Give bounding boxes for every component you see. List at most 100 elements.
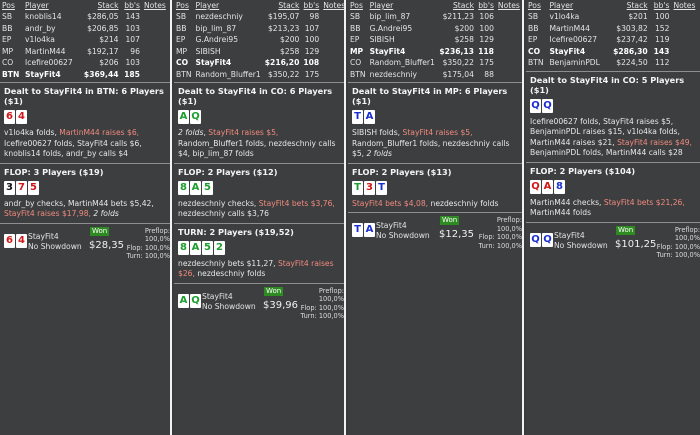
won-badge: Won bbox=[90, 226, 110, 236]
street-section: FLOP: 3 Players ($19) 3 7 5 andr_by checks, … bbox=[0, 164, 170, 224]
header-bbs[interactable]: bb's bbox=[303, 1, 320, 10]
player-position: BTN bbox=[528, 58, 544, 67]
player-row[interactable]: EP SIBISH $258 129 bbox=[348, 34, 522, 46]
player-notes bbox=[496, 23, 522, 35]
player-row[interactable]: SB v1lo4ka $201 100 bbox=[526, 11, 700, 23]
playing-card-8-of-spade: 8 bbox=[178, 240, 189, 255]
player-notes bbox=[321, 46, 347, 58]
header-pos[interactable]: Pos bbox=[350, 1, 363, 10]
player-row[interactable]: SB knoblis14 $286,05 143 bbox=[0, 11, 170, 23]
player-name: SIBISH bbox=[369, 35, 395, 44]
header-stack[interactable]: Stack bbox=[626, 1, 648, 10]
player-notes bbox=[496, 34, 522, 46]
player-notes bbox=[142, 57, 170, 69]
street-equity: Preflop: 100,0% Flop: 100,0% Turn: 100,0% bbox=[650, 226, 700, 260]
player-name: BenjaminPDL bbox=[549, 58, 600, 67]
player-notes bbox=[142, 34, 170, 46]
header-player[interactable]: Player bbox=[369, 1, 394, 10]
player-row[interactable]: BTN StayFit4 $369,44 185 bbox=[0, 69, 170, 81]
header-bbs[interactable]: bb's bbox=[653, 1, 670, 10]
header-bbs[interactable]: bb's bbox=[478, 1, 494, 10]
street-actions: Icefire00627 folds, StayFit4 raises $5, … bbox=[530, 117, 696, 159]
playing-card-Q-of-diamond: Q bbox=[530, 232, 541, 247]
player-bbs: 118 bbox=[478, 46, 494, 56]
player-notes bbox=[321, 57, 347, 69]
player-stack: $286,05 bbox=[87, 12, 119, 21]
player-row[interactable]: SB nezdeschniy $195,07 98 bbox=[174, 11, 347, 23]
player-row[interactable]: EP v1lo4ka $214 107 bbox=[0, 34, 170, 46]
header-stack[interactable]: Stack bbox=[278, 1, 300, 10]
street-section: Dealt to StayFit4 in CO: 6 Players ($1) A… bbox=[174, 83, 344, 164]
playing-card-T-of-spade: T bbox=[352, 180, 363, 195]
player-bbs: 119 bbox=[654, 35, 670, 44]
player-row[interactable]: BTN BenjaminPDL $224,50 112 bbox=[526, 57, 700, 69]
player-position: EP bbox=[350, 35, 360, 44]
hero-action: StayFit4 raises $5, bbox=[208, 128, 279, 137]
header-stack[interactable]: Stack bbox=[97, 1, 119, 10]
hand-panel: Pos Player Stack bb's Notes SB bip_lim_87 $211,… bbox=[348, 0, 524, 435]
header-stack[interactable]: Stack bbox=[452, 1, 474, 10]
won-amount: $28,35 bbox=[89, 239, 124, 251]
action-text: BenjaminPDL folds, MartinM44 calls $28 bbox=[530, 148, 683, 157]
player-stack: $213,23 bbox=[267, 23, 300, 33]
player-position: BTN bbox=[2, 69, 20, 79]
street-title: Dealt to StayFit4 in MP: 6 Players ($1) bbox=[352, 86, 508, 106]
street-title: Dealt to StayFit4 in CO: 5 Players ($1) bbox=[530, 74, 685, 95]
player-row[interactable]: BTN Random_Bluffer1 $350,22 175 bbox=[174, 69, 347, 81]
header-notes[interactable]: Notes bbox=[673, 1, 696, 10]
header-notes[interactable]: Notes bbox=[143, 1, 166, 10]
player-row[interactable]: CO StayFit4 $286,30 143 bbox=[526, 46, 700, 58]
player-row[interactable]: BB MartinM44 $303,82 152 bbox=[526, 23, 700, 35]
street-section: FLOP: 2 Players ($104) Q A 8 MartinM44 check… bbox=[526, 163, 700, 223]
player-position: MP bbox=[2, 46, 14, 56]
player-row[interactable]: EP G.Andrei95 $200 100 bbox=[174, 34, 347, 46]
header-notes[interactable]: Notes bbox=[497, 1, 520, 10]
player-row[interactable]: BB bip_lim_87 $213,23 107 bbox=[174, 23, 347, 35]
playing-card-A-of-spade: A bbox=[190, 180, 201, 195]
street-actions: andr_by checks, MartinM44 bets $5,42, St… bbox=[4, 199, 166, 220]
player-row[interactable]: SB bip_lim_87 $211,23 106 bbox=[348, 11, 522, 23]
header-player[interactable]: Player bbox=[549, 1, 574, 10]
header-player[interactable]: Player bbox=[195, 1, 220, 10]
header-bbs[interactable]: bb's bbox=[124, 1, 140, 10]
street-section: FLOP: 2 Players ($12) 8 A 5 nezdeschniy chec… bbox=[174, 164, 344, 224]
player-stack: $258 bbox=[280, 46, 300, 56]
player-row[interactable]: BB andr_by $206,85 103 bbox=[0, 23, 170, 35]
summary-result: No Showdown bbox=[376, 231, 430, 240]
header-player[interactable]: Player bbox=[25, 1, 49, 10]
player-bbs: 107 bbox=[125, 35, 140, 44]
player-row[interactable]: CO Random_Bluffer1 $350,22 175 bbox=[348, 57, 522, 69]
player-row[interactable]: EP Icefire00627 $237,42 119 bbox=[526, 34, 700, 46]
header-pos[interactable]: Pos bbox=[176, 1, 189, 10]
turn-equity: Turn: 100,0% bbox=[300, 312, 344, 320]
turn-equity: Turn: 100,0% bbox=[478, 241, 522, 250]
player-row[interactable]: CO StayFit4 $216,20 108 bbox=[174, 57, 347, 69]
playing-card-A-of-spade: A bbox=[178, 293, 189, 308]
players-table-header: Pos Player Stack bb's Notes bbox=[348, 0, 522, 11]
player-notes bbox=[671, 11, 700, 23]
player-name: Icefire00627 bbox=[549, 35, 598, 44]
player-name: Random_Bluffer1 bbox=[369, 58, 435, 67]
player-row[interactable]: MP MartinM44 $192,17 96 bbox=[0, 46, 170, 58]
summary-player: StayFit4 No Showdown bbox=[376, 221, 430, 241]
hand-summary: A Q StayFit4 No Showdown Won $39,96 Preflop: 1… bbox=[174, 284, 344, 324]
player-row[interactable]: BTN nezdeschniy $175,04 88 bbox=[348, 69, 522, 81]
header-notes[interactable]: Notes bbox=[323, 1, 346, 10]
playing-card-Q-of-heart: Q bbox=[530, 179, 541, 194]
player-bbs: 100 bbox=[479, 23, 494, 33]
player-row[interactable]: CO Icefire00627 $206 103 bbox=[0, 57, 170, 69]
player-row[interactable]: BB G.Andrei95 $200 100 bbox=[348, 23, 522, 35]
header-pos[interactable]: Pos bbox=[528, 1, 541, 10]
street-section: TURN: 2 Players ($19,52) 8 A 5 2 nezdeschniy … bbox=[174, 224, 344, 284]
street-title: FLOP: 2 Players ($13) bbox=[352, 166, 452, 177]
player-stack: $237,42 bbox=[616, 35, 648, 44]
summary-player-name: StayFit4 bbox=[376, 221, 407, 230]
header-pos[interactable]: Pos bbox=[2, 1, 15, 10]
player-row[interactable]: MP SIBISH $258 129 bbox=[174, 46, 347, 58]
player-position: BB bbox=[176, 23, 187, 33]
player-row[interactable]: MP StayFit4 $236,13 118 bbox=[348, 46, 522, 58]
turn-equity: Turn: 100,0% bbox=[126, 252, 170, 260]
